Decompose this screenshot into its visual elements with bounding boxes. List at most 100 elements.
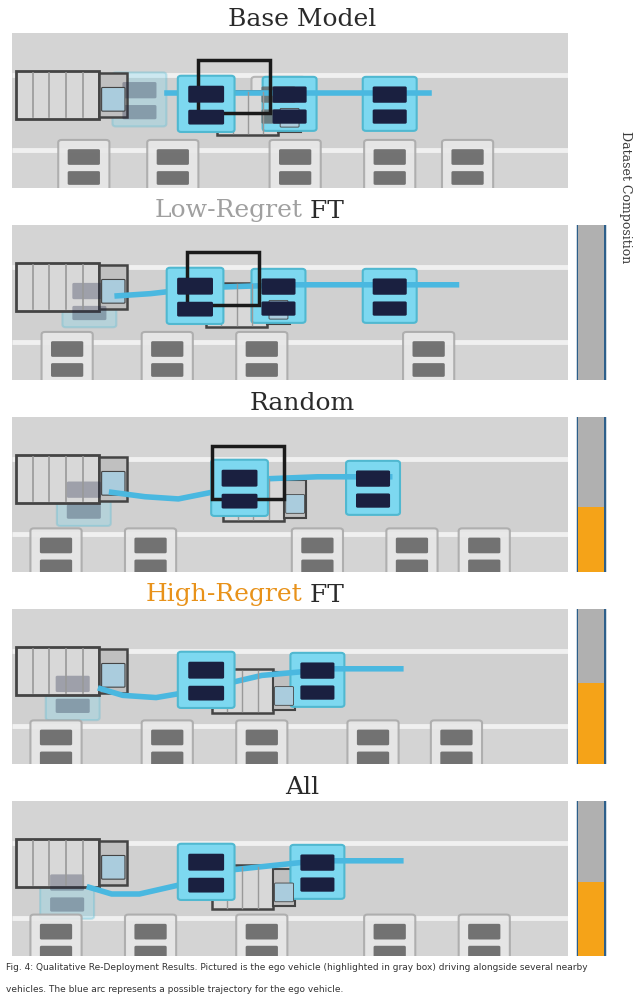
Text: Fig. 4: Qualitative Re-Deployment Results. Pictured is the ego vehicle (highligh: Fig. 4: Qualitative Re-Deployment Result… [6, 964, 588, 973]
FancyBboxPatch shape [67, 505, 101, 519]
FancyBboxPatch shape [273, 86, 307, 103]
FancyBboxPatch shape [451, 171, 484, 185]
Text: vehicles. The blue arc represents a possible trajectory for the ego vehicle.: vehicles. The blue arc represents a poss… [6, 985, 344, 994]
FancyBboxPatch shape [396, 560, 428, 573]
FancyBboxPatch shape [268, 285, 290, 324]
FancyBboxPatch shape [99, 73, 127, 117]
FancyBboxPatch shape [134, 560, 166, 573]
FancyBboxPatch shape [468, 946, 500, 960]
FancyBboxPatch shape [125, 915, 176, 967]
FancyBboxPatch shape [68, 149, 100, 165]
Text: Random: Random [250, 392, 355, 414]
FancyBboxPatch shape [56, 698, 90, 713]
FancyBboxPatch shape [579, 225, 604, 380]
FancyBboxPatch shape [372, 302, 407, 316]
FancyBboxPatch shape [440, 752, 472, 765]
FancyBboxPatch shape [356, 470, 390, 486]
FancyBboxPatch shape [177, 302, 213, 317]
FancyBboxPatch shape [363, 76, 417, 131]
FancyBboxPatch shape [300, 662, 335, 678]
FancyBboxPatch shape [279, 171, 311, 185]
FancyBboxPatch shape [218, 90, 278, 135]
FancyBboxPatch shape [451, 149, 484, 165]
FancyBboxPatch shape [279, 149, 311, 165]
FancyBboxPatch shape [468, 560, 500, 573]
FancyBboxPatch shape [122, 82, 156, 98]
Text: Low-Regret: Low-Regret [154, 200, 302, 222]
FancyBboxPatch shape [246, 946, 278, 960]
Text: All: All [285, 776, 319, 799]
FancyBboxPatch shape [372, 86, 407, 103]
FancyBboxPatch shape [273, 672, 295, 710]
FancyBboxPatch shape [102, 471, 125, 495]
FancyBboxPatch shape [188, 877, 224, 892]
FancyBboxPatch shape [291, 653, 344, 707]
FancyBboxPatch shape [12, 417, 568, 459]
FancyBboxPatch shape [246, 752, 278, 765]
FancyBboxPatch shape [12, 649, 568, 729]
FancyBboxPatch shape [348, 721, 399, 772]
FancyBboxPatch shape [51, 363, 83, 377]
FancyBboxPatch shape [40, 946, 72, 960]
FancyBboxPatch shape [579, 609, 604, 683]
FancyBboxPatch shape [177, 277, 213, 294]
FancyBboxPatch shape [579, 881, 604, 956]
FancyBboxPatch shape [12, 151, 568, 188]
FancyBboxPatch shape [12, 33, 568, 75]
FancyBboxPatch shape [387, 529, 438, 580]
FancyBboxPatch shape [459, 915, 510, 967]
FancyBboxPatch shape [246, 363, 278, 377]
FancyBboxPatch shape [579, 417, 604, 507]
FancyBboxPatch shape [221, 493, 257, 509]
FancyBboxPatch shape [16, 838, 99, 887]
FancyBboxPatch shape [273, 868, 295, 907]
FancyBboxPatch shape [579, 801, 604, 881]
FancyBboxPatch shape [12, 535, 568, 572]
FancyBboxPatch shape [134, 538, 166, 554]
FancyBboxPatch shape [459, 529, 510, 580]
FancyBboxPatch shape [31, 529, 81, 580]
FancyBboxPatch shape [151, 341, 184, 357]
FancyBboxPatch shape [147, 140, 198, 192]
FancyBboxPatch shape [72, 306, 106, 321]
FancyBboxPatch shape [188, 853, 224, 870]
FancyBboxPatch shape [431, 721, 482, 772]
FancyBboxPatch shape [157, 149, 189, 165]
FancyBboxPatch shape [252, 269, 305, 323]
FancyBboxPatch shape [42, 332, 93, 384]
FancyBboxPatch shape [40, 924, 72, 940]
FancyBboxPatch shape [178, 651, 234, 708]
FancyBboxPatch shape [300, 854, 335, 870]
FancyBboxPatch shape [67, 481, 101, 497]
FancyBboxPatch shape [99, 457, 127, 500]
FancyBboxPatch shape [269, 140, 321, 192]
FancyBboxPatch shape [16, 262, 99, 312]
FancyBboxPatch shape [134, 924, 166, 940]
FancyBboxPatch shape [579, 683, 604, 764]
FancyBboxPatch shape [346, 461, 400, 515]
FancyBboxPatch shape [246, 730, 278, 746]
FancyBboxPatch shape [262, 302, 296, 316]
FancyBboxPatch shape [221, 469, 257, 486]
FancyBboxPatch shape [12, 343, 568, 380]
FancyBboxPatch shape [468, 538, 500, 554]
FancyBboxPatch shape [579, 507, 604, 572]
FancyBboxPatch shape [291, 845, 344, 898]
FancyBboxPatch shape [40, 538, 72, 554]
FancyBboxPatch shape [262, 76, 317, 131]
FancyBboxPatch shape [357, 730, 389, 746]
FancyBboxPatch shape [440, 730, 472, 746]
FancyBboxPatch shape [301, 538, 333, 554]
FancyBboxPatch shape [468, 924, 500, 940]
FancyBboxPatch shape [157, 171, 189, 185]
FancyBboxPatch shape [40, 864, 94, 919]
FancyBboxPatch shape [188, 110, 224, 125]
FancyBboxPatch shape [16, 454, 99, 504]
FancyBboxPatch shape [212, 668, 273, 714]
FancyBboxPatch shape [12, 609, 568, 651]
FancyBboxPatch shape [275, 883, 294, 901]
FancyBboxPatch shape [40, 560, 72, 573]
FancyBboxPatch shape [72, 282, 106, 299]
FancyBboxPatch shape [188, 85, 224, 103]
FancyBboxPatch shape [68, 171, 100, 185]
